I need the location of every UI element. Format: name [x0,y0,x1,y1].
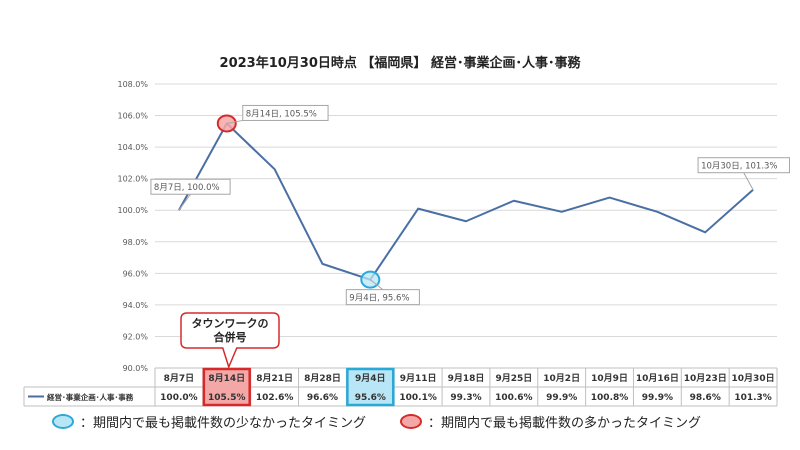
table-value-cell: 100.0% [160,393,198,403]
data-label-box [242,104,329,121]
legend-note-low-text: ：期間内で最も掲載件数の少なかったタイミング [80,415,367,431]
x-category-label: 10月23日 [684,373,727,384]
legend-note-high-text: ：期間内で最も掲載件数の多かったタイミング [428,415,702,431]
x-category-label: 9月11日 [400,373,437,384]
y-tick-label: 92.0% [123,332,149,341]
x-category-label: 9月25日 [495,373,532,384]
data-label-leader [178,193,191,211]
x-category-label: 8月14日 [208,373,245,384]
series-line [178,122,754,281]
table-value-cell: 102.6% [256,393,294,403]
table-highlight-cell [202,367,251,407]
x-category-label: 9月18日 [448,373,485,384]
x-category-label: 10月2日 [543,373,580,384]
y-tick-label: 108.0% [117,80,148,89]
x-category-label: 10月30日 [732,373,775,384]
y-tick-label: 106.0% [117,112,148,121]
data-label-leader [226,119,243,124]
table-value-cell: 99.3% [450,393,481,403]
data-label-box [697,157,790,174]
data-label: 9月4日, 95.6% [349,294,409,304]
x-category-label: 8月28日 [304,373,341,384]
table-value-cell: 101.3% [734,393,772,403]
table-value-cell: 100.6% [495,393,533,403]
data-label: 8月14日, 105.5% [246,109,317,119]
x-category-label: 9月4日 [355,373,386,384]
table-value-cell: 100.8% [591,393,629,403]
x-category-label: 8月21日 [256,373,293,384]
y-tick-label: 94.0% [123,301,149,310]
table-value-cell: 99.9% [642,393,673,403]
table-value-cell: 98.6% [690,393,721,403]
callout-text: 合併号 [214,330,247,344]
data-label-leader [369,279,384,291]
x-category-label: 10月9日 [591,373,628,384]
y-tick-label: 98.0% [123,238,149,247]
red-ellipse-icon [400,413,422,429]
callout-bubble [180,312,280,370]
legend-note-low: ：期間内で最も掲載件数の少なかったタイミング [52,408,366,434]
y-tick-label: 102.0% [117,175,148,184]
table-highlight-cell [346,367,395,407]
series-name-label: 経営･事業企画･人事･事務 [47,392,134,402]
y-tick-label: 96.0% [123,269,149,278]
y-tick-label: 90.0% [123,364,149,373]
x-category-label: 8月7日 [164,373,195,384]
blue-ellipse-icon [52,413,74,429]
table-value-cell: 100.1% [399,393,437,403]
y-tick-label: 100.0% [117,206,148,215]
data-label: 8月7日, 100.0% [154,183,220,193]
table-value-cell: 96.6% [307,393,338,403]
table-value-cell: 95.6% [355,393,386,403]
data-label-box [345,289,420,306]
data-label: 10月30日, 101.3% [701,162,777,172]
x-category-label: 10月16日 [636,373,679,384]
table-value-cell: 105.5% [208,393,246,403]
y-tick-label: 104.0% [117,143,148,152]
chart-title: 2023年10月30日時点 【福岡県】 経営･事業企画･人事･事務 [220,55,582,71]
legend-note-high: ：期間内で最も掲載件数の多かったタイミング [400,408,701,434]
data-label-box [150,178,231,195]
callout-text: タウンワークの [192,317,269,330]
table-value-cell: 99.9% [546,393,577,403]
data-label-leader [743,172,754,190]
